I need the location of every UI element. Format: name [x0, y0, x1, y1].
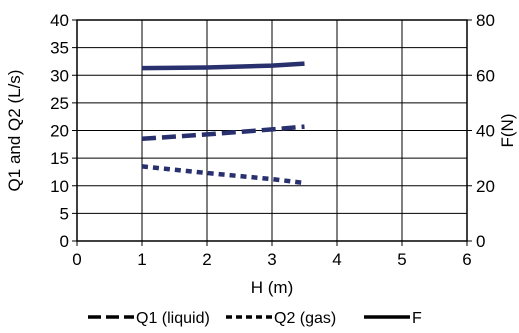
legend-label-f: F — [412, 310, 422, 327]
y2-tick-label: 60 — [476, 66, 495, 85]
y-tick-label: 5 — [60, 204, 69, 223]
y-tick-label: 15 — [50, 149, 69, 168]
legend-label-q1: Q1 (liquid) — [136, 310, 210, 327]
x-axis-title: H (m) — [251, 278, 293, 297]
series-line-2 — [141, 61, 305, 71]
legend-label-q2: Q2 (gas) — [274, 310, 336, 327]
y-axis-title: Q1 and Q2 (L/s) — [5, 70, 24, 192]
y2-tick-label: 80 — [476, 11, 495, 30]
axes — [72, 19, 472, 246]
x-tick-label: 1 — [137, 250, 146, 269]
x-tick-label: 5 — [397, 250, 406, 269]
series-lines — [141, 61, 305, 186]
y-tick-label: 30 — [50, 66, 69, 85]
x-tick-label: 3 — [267, 250, 276, 269]
y2-tick-label: 0 — [476, 232, 485, 251]
y2-axis-title: F(N) — [498, 114, 517, 148]
y-tick-label: 40 — [50, 11, 69, 30]
y2-tick-label: 20 — [476, 177, 495, 196]
x-tick-label: 0 — [72, 250, 81, 269]
x-tick-label: 6 — [462, 250, 471, 269]
legend: Q1 (liquid) Q2 (gas) F — [88, 310, 422, 327]
grid — [76, 19, 468, 242]
y2-tick-label: 40 — [476, 122, 495, 141]
x-tick-label: 4 — [332, 250, 341, 269]
x-tick-label: 2 — [202, 250, 211, 269]
y-tick-label: 35 — [50, 39, 69, 58]
y-tick-label: 25 — [50, 94, 69, 113]
y-tick-label: 0 — [60, 232, 69, 251]
y-tick-label: 20 — [50, 122, 69, 141]
y-tick-label: 10 — [50, 177, 69, 196]
series-line-1 — [141, 164, 305, 186]
series-line-0 — [141, 124, 305, 142]
